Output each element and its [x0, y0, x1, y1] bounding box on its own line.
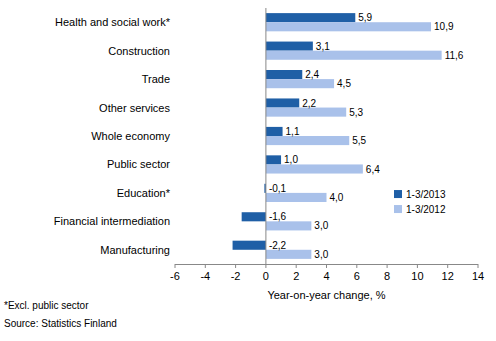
bar [266, 221, 311, 230]
tick [387, 264, 388, 268]
category-label: Other services [99, 102, 170, 114]
data-label: 2,2 [302, 98, 316, 109]
category-label: Trade [142, 73, 170, 85]
bar [266, 51, 442, 60]
bar [266, 127, 283, 136]
chart: 5,9 3,1 2,4 2,2 1,1 1,0 -0,1 -1,6 -2,2 10,9 11,6 4,… [0, 0, 496, 341]
bar [266, 42, 313, 51]
category-label: Manufacturing [100, 244, 170, 256]
data-label: 10,9 [434, 21, 454, 32]
tick [265, 264, 266, 268]
tick [235, 264, 236, 268]
category-label: Whole economy [91, 130, 170, 142]
tick [356, 264, 357, 268]
bar [266, 250, 311, 259]
tick [447, 264, 448, 268]
bar [266, 164, 363, 173]
legend-swatch [394, 190, 402, 198]
category-label: Financial intermediation [54, 215, 170, 227]
tick [205, 264, 206, 268]
annotation: Source: Statistics Finland [4, 318, 117, 329]
data-label: 1,1 [286, 126, 300, 137]
tick [478, 264, 479, 268]
data-label: 3,1 [316, 41, 330, 52]
bar [266, 136, 349, 145]
tick-label: 2 [293, 270, 299, 282]
tick-label: -6 [170, 270, 180, 282]
data-label: 5,9 [358, 12, 372, 23]
data-label: 6,4 [366, 164, 380, 175]
tick-label: -4 [200, 270, 210, 282]
tick-label: 12 [442, 270, 454, 282]
legend: 1-3/2013 1-3/2012 [394, 189, 446, 215]
data-label: 3,0 [314, 220, 328, 231]
tick-label: -2 [231, 270, 241, 282]
legend-label: 1-3/2012 [406, 204, 446, 215]
data-label: 5,3 [349, 107, 363, 118]
bar [266, 108, 346, 117]
data-label: 1,0 [284, 154, 298, 165]
bars [233, 13, 442, 259]
data-label: 5,5 [352, 135, 366, 146]
tick-label: 10 [411, 270, 423, 282]
category-label: Health and social work* [55, 16, 171, 28]
axis-title: Year-on-year change, % [267, 289, 385, 301]
tick-label: 14 [472, 270, 484, 282]
tick-label: 0 [263, 270, 269, 282]
bar [266, 193, 327, 202]
tick [175, 264, 176, 268]
bar [266, 22, 431, 31]
tick-label: 8 [384, 270, 390, 282]
data-label: -1,6 [269, 211, 287, 222]
tick [296, 264, 297, 268]
data-labels: 5,9 3,1 2,4 2,2 1,1 1,0 -0,1 -1,6 -2,2 10,9 11,6 4,… [269, 12, 464, 260]
legend-swatch [394, 205, 402, 213]
data-label: 3,0 [314, 249, 328, 260]
data-label: 2,4 [305, 69, 319, 80]
legend-label: 1-3/2013 [406, 189, 446, 200]
data-label: 11,6 [445, 50, 464, 61]
category-label: Education* [117, 187, 171, 199]
bar [266, 98, 299, 107]
bar [266, 13, 355, 22]
category-label: Public sector [107, 158, 170, 170]
zero-line [265, 8, 266, 264]
data-label: 4,0 [330, 192, 344, 203]
bar [266, 155, 281, 164]
tick-label: 6 [354, 270, 360, 282]
data-label: -2,2 [269, 240, 287, 251]
tick [417, 264, 418, 268]
tick-label: 4 [323, 270, 329, 282]
bar [242, 212, 266, 221]
bar [266, 70, 302, 79]
category-label: Construction [108, 45, 170, 57]
bar [266, 79, 334, 88]
data-label: -0,1 [269, 183, 287, 194]
bar [233, 241, 266, 250]
annotation: *Excl. public sector [4, 300, 89, 311]
tick [326, 264, 327, 268]
data-label: 4,5 [337, 78, 351, 89]
